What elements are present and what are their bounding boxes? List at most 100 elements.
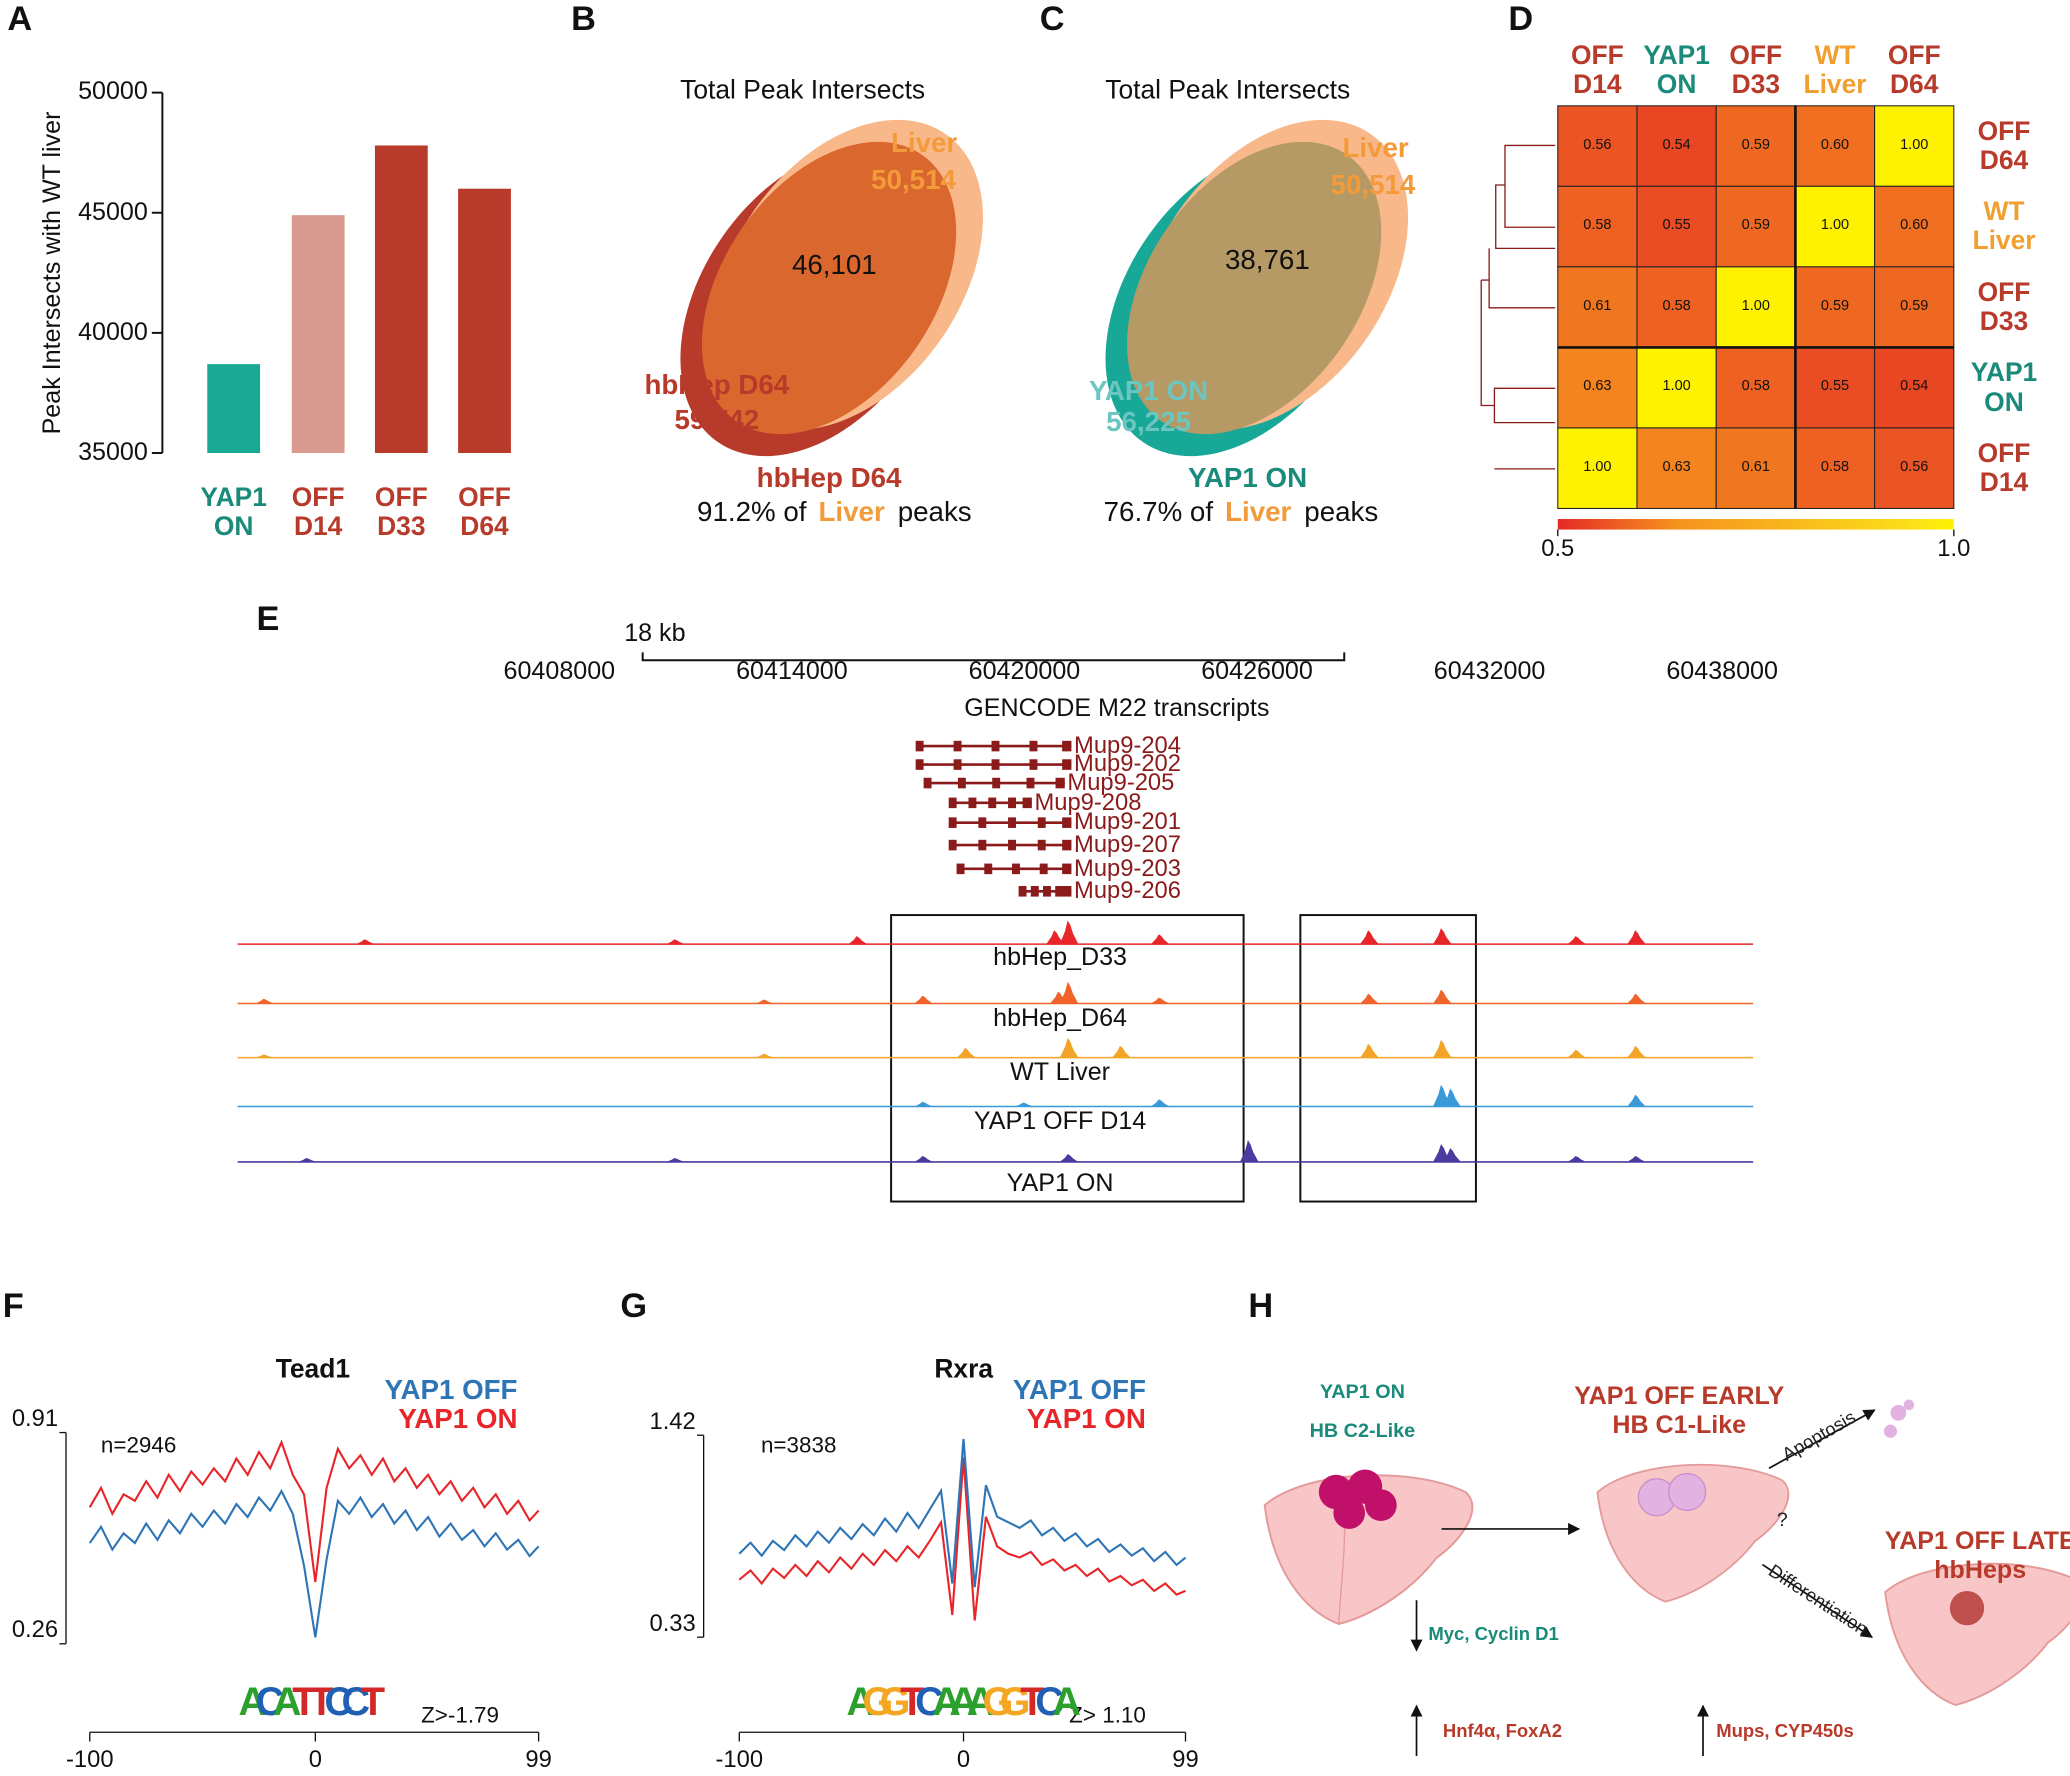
transcript-label: Mup9-204 <box>1074 731 1181 759</box>
signal-peak <box>1567 936 1587 945</box>
legend-label: YAP1 ON <box>1026 1402 1146 1434</box>
signal-peak <box>1150 934 1170 945</box>
diagram-label: hbHeps <box>1934 1556 2027 1585</box>
exon <box>1062 817 1072 828</box>
x-tick-label: -100 <box>715 1745 764 1773</box>
signal-peak <box>1627 1155 1646 1162</box>
signal-peak <box>1150 997 1170 1004</box>
x-tick-label: OFF D14 <box>291 482 345 542</box>
colorbar-tick-label: 0.5 <box>1541 535 1575 563</box>
signal-peak <box>666 939 685 945</box>
exon <box>1055 886 1064 897</box>
signal-peak <box>1433 928 1452 945</box>
series-line <box>738 1438 1187 1588</box>
exon <box>1037 817 1046 828</box>
caption-title: hbHep D64 <box>756 461 902 493</box>
exon <box>1039 863 1048 875</box>
heatmap-cell <box>1715 346 1796 429</box>
x-tick-label: YAP1 ON <box>200 482 267 542</box>
exon <box>978 839 987 851</box>
annotation: n=3838 <box>760 1432 837 1458</box>
row-label: YAP1 ON <box>1970 357 2038 417</box>
overlap-count: 46,101 <box>791 249 877 281</box>
series-line <box>88 1488 540 1638</box>
row-label: OFF D33 <box>1977 276 2031 336</box>
exon <box>978 817 987 828</box>
colorbar-tick-label: 1.0 <box>1937 535 1971 563</box>
heatmap-cell <box>1557 266 1638 348</box>
cell-label: 0.54 <box>1900 378 1929 395</box>
exon <box>1018 886 1027 897</box>
caption-text: peaks <box>897 495 972 527</box>
signal-peak <box>755 1053 775 1058</box>
cell-label: 0.56 <box>1583 136 1612 153</box>
track-label: YAP1 OFF D14 <box>973 1107 1147 1136</box>
exon <box>953 759 962 770</box>
caption-title: YAP1 ON <box>1187 461 1308 493</box>
exon <box>1008 797 1016 809</box>
y-tick-label: 40000 <box>78 317 148 346</box>
exon <box>1012 863 1020 875</box>
track-label: hbHep_D33 <box>993 943 1128 972</box>
track-title: GENCODE M22 transcripts <box>964 694 1270 723</box>
signal-peak <box>1112 1045 1131 1058</box>
exon <box>1022 797 1032 809</box>
exon <box>1029 759 1038 770</box>
exon <box>1043 886 1051 897</box>
coordinate-label: 60420000 <box>968 657 1081 686</box>
cell-label: 0.58 <box>1820 459 1850 476</box>
heatmap-cell <box>1636 346 1717 429</box>
chart-title: Rxra <box>934 1353 994 1384</box>
signal-peak <box>298 1157 317 1162</box>
exon <box>1062 839 1072 851</box>
apoptotic-cells <box>1883 1399 1915 1438</box>
exon <box>1008 817 1016 828</box>
row-label: WT Liver <box>1972 196 2036 256</box>
exon <box>992 777 1001 789</box>
column-label: OFF D64 <box>1887 39 1941 99</box>
signal-peak <box>1627 1094 1646 1107</box>
cell-label: 1.00 <box>1662 378 1691 395</box>
motif-letter: G <box>982 1680 1014 1725</box>
diagram-label: HB C2-Like <box>1309 1420 1416 1443</box>
exon <box>957 777 966 789</box>
motif-letter: C <box>341 1680 371 1725</box>
exon <box>1026 777 1035 789</box>
signal-peak <box>255 998 275 1004</box>
panel-letter: C <box>1039 0 1065 38</box>
cell-label: 0.54 <box>1662 136 1691 153</box>
column-label: OFF D33 <box>1729 39 1783 99</box>
motif-letter: A <box>1052 1680 1081 1725</box>
cell-label: 0.63 <box>1583 378 1612 395</box>
signal-peak <box>1150 1099 1170 1107</box>
x-tick-label: OFF D33 <box>374 482 428 542</box>
track-label: WT Liver <box>1010 1058 1111 1087</box>
cell-label: 0.59 <box>1900 297 1929 314</box>
heatmap-cell <box>1636 427 1717 509</box>
heatmap-cell <box>1636 185 1717 268</box>
x-tick-label: 0 <box>308 1745 322 1773</box>
heatmap-cell <box>1794 185 1876 268</box>
legend-label: YAP1 ON <box>398 1402 518 1434</box>
signal-peak <box>1627 930 1646 945</box>
arrows <box>1410 1409 1876 1757</box>
diagram-label: Mups, CYP450s <box>1716 1719 1854 1741</box>
x-tick-label: 99 <box>525 1745 552 1773</box>
y-tick-label: 45000 <box>78 197 148 226</box>
coordinate-label: 60414000 <box>736 657 848 686</box>
motif-letter: G <box>879 1680 911 1725</box>
coordinate-label: 60408000 <box>503 657 616 686</box>
motif-letter: A <box>846 1680 876 1725</box>
exon <box>923 777 932 789</box>
row-label: OFF D64 <box>1977 115 2031 175</box>
exon <box>1062 863 1072 875</box>
venn-title: Total Peak Intersects <box>680 74 926 105</box>
cell-label: 0.59 <box>1741 217 1770 234</box>
signal-peak <box>848 936 868 945</box>
cell-label: 0.58 <box>1741 378 1770 395</box>
venn-title: Total Peak Intersects <box>1105 74 1351 105</box>
caption-text: 76.7% of <box>1103 495 1214 527</box>
liver <box>1884 1562 2070 1707</box>
exon <box>991 740 1000 752</box>
column-label: OFF D14 <box>1570 39 1624 99</box>
